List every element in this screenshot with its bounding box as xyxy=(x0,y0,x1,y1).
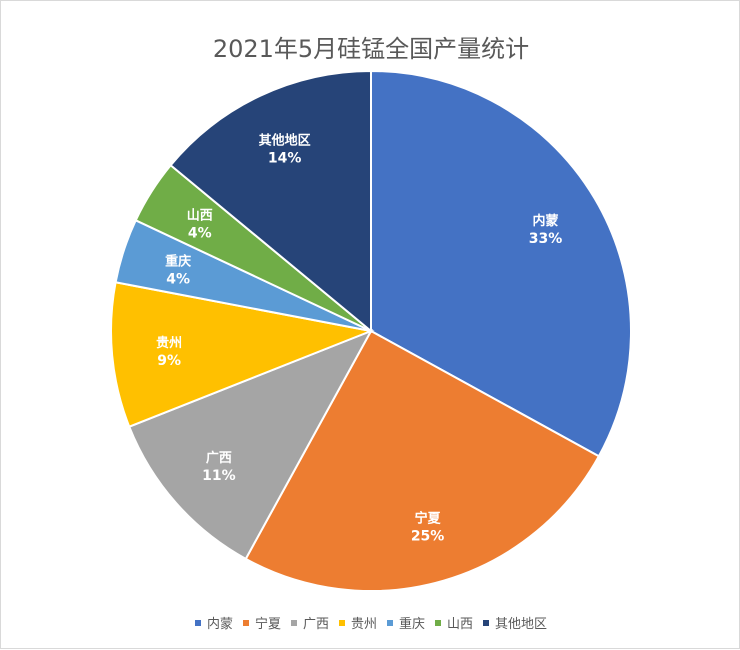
legend-item: 宁夏 xyxy=(242,613,281,632)
slice-category-label: 贵州 xyxy=(156,335,182,351)
legend-item: 其他地区 xyxy=(483,613,547,632)
chart-title: 2021年5月硅锰全国产量统计 xyxy=(212,35,530,63)
legend-swatch xyxy=(242,619,249,626)
legend-label: 宁夏 xyxy=(254,617,281,632)
legend-item: 广西 xyxy=(290,613,329,632)
pie-slice-3 xyxy=(110,281,375,429)
legend-swatch xyxy=(194,619,201,626)
slice-category-label: 其他地区 xyxy=(259,133,311,149)
legend-label: 山西 xyxy=(447,617,474,632)
legend-item: 山西 xyxy=(435,613,473,632)
pie-slice-1 xyxy=(244,329,601,592)
legend-label: 内蒙 xyxy=(206,617,233,632)
slice-category-label: 宁夏 xyxy=(415,511,442,527)
legend-swatch xyxy=(435,619,442,626)
legend-label: 贵州 xyxy=(350,617,377,632)
legend-item: 内蒙 xyxy=(194,613,233,632)
slice-value-label: 4% xyxy=(188,225,212,241)
pie-slice-2 xyxy=(127,329,374,561)
legend-swatch xyxy=(290,619,297,626)
pie-slice-0 xyxy=(370,69,632,458)
legend-swatch xyxy=(483,619,490,626)
slice-value-label: 11% xyxy=(202,468,236,484)
legend-swatch xyxy=(338,619,345,626)
slice-category-label: 内蒙 xyxy=(533,213,559,229)
legend: 内蒙 宁夏 广西 贵州 重庆 山西 其他地区 xyxy=(1,613,740,632)
legend-label: 广西 xyxy=(302,617,329,632)
legend-item: 贵州 xyxy=(338,613,377,632)
legend-swatch xyxy=(387,619,393,626)
pie-slice-6 xyxy=(169,69,372,334)
slice-value-label: 14% xyxy=(268,151,302,167)
slice-category-label: 山西 xyxy=(187,207,213,223)
slice-value-label: 25% xyxy=(411,529,445,545)
legend-item: 重庆 xyxy=(387,613,425,632)
legend-label: 其他地区 xyxy=(495,617,548,632)
slice-category-label: 重庆 xyxy=(165,253,191,269)
slice-value-label: 33% xyxy=(529,231,563,247)
slice-value-label: 4% xyxy=(166,271,190,287)
slice-value-label: 9% xyxy=(157,353,181,369)
slice-category-label: 广西 xyxy=(206,450,232,466)
legend-label: 重庆 xyxy=(399,617,426,632)
